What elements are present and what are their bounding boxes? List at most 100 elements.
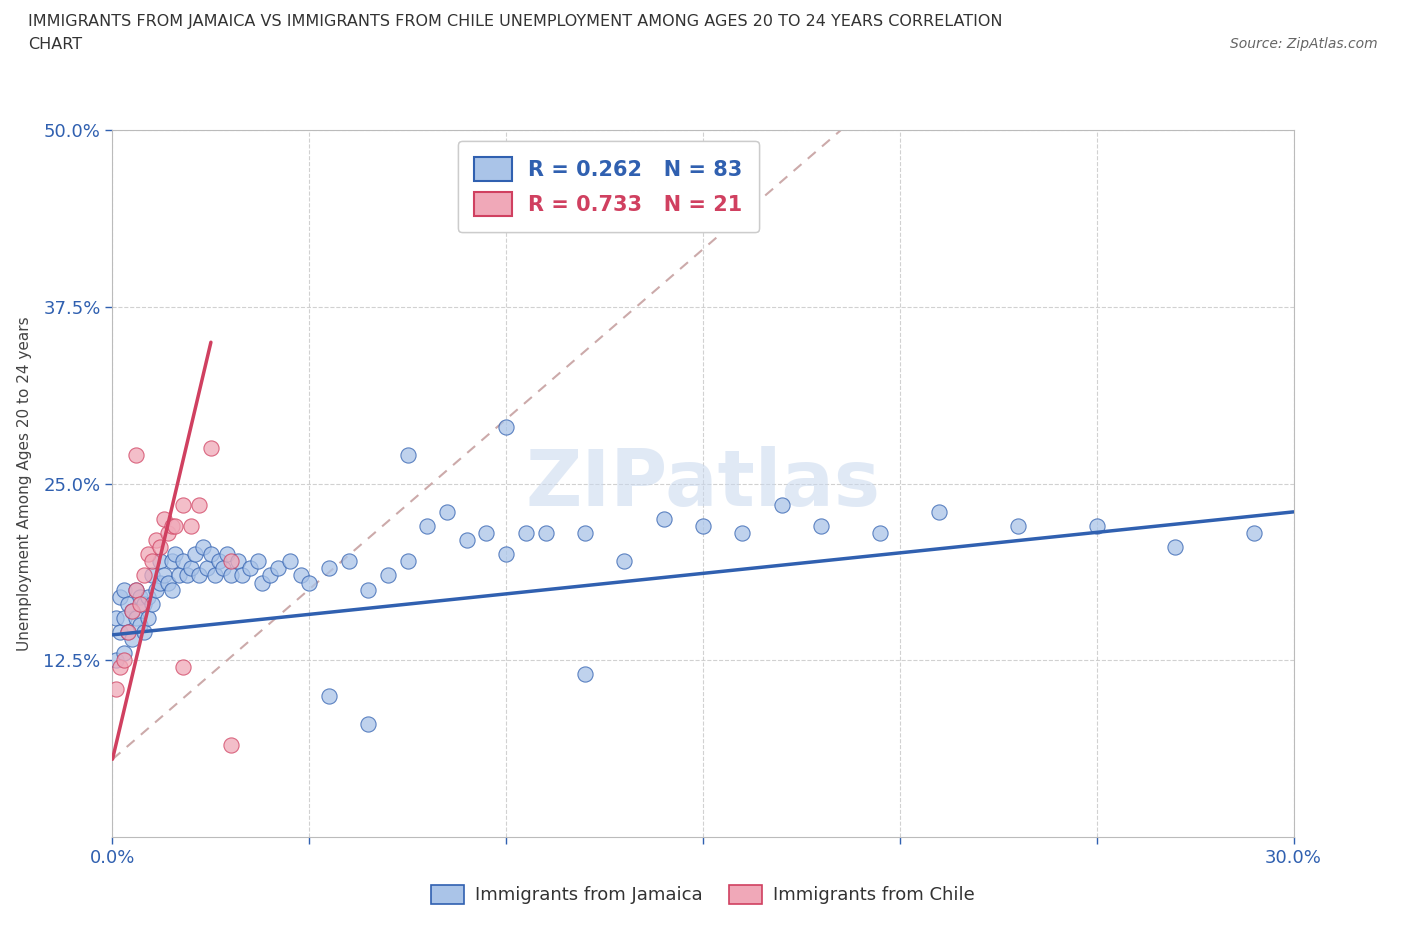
Point bbox=[141, 596, 163, 611]
Point bbox=[211, 561, 233, 576]
Point bbox=[357, 716, 380, 731]
Point bbox=[219, 568, 242, 583]
Point bbox=[132, 625, 155, 640]
Y-axis label: Unemployment Among Ages 20 to 24 years: Unemployment Among Ages 20 to 24 years bbox=[17, 316, 32, 651]
Point bbox=[200, 441, 222, 456]
Point bbox=[495, 419, 517, 434]
Point bbox=[436, 504, 458, 519]
Point bbox=[132, 596, 155, 611]
Point bbox=[125, 610, 148, 625]
Point bbox=[195, 561, 218, 576]
Point bbox=[247, 554, 270, 569]
Point bbox=[110, 625, 132, 640]
Point bbox=[396, 448, 419, 463]
Point bbox=[117, 596, 139, 611]
Point bbox=[219, 554, 242, 569]
Point bbox=[219, 737, 242, 752]
Point bbox=[1007, 519, 1029, 534]
Point bbox=[112, 610, 135, 625]
Point bbox=[200, 547, 222, 562]
Point bbox=[156, 575, 179, 590]
Point bbox=[136, 547, 159, 562]
Point bbox=[110, 660, 132, 675]
Point bbox=[290, 568, 312, 583]
Point bbox=[160, 582, 183, 597]
Point bbox=[250, 575, 273, 590]
Point bbox=[652, 512, 675, 526]
Point bbox=[145, 533, 167, 548]
Point bbox=[204, 568, 226, 583]
Point bbox=[121, 604, 143, 618]
Point bbox=[149, 539, 172, 554]
Point bbox=[337, 554, 360, 569]
Text: IMMIGRANTS FROM JAMAICA VS IMMIGRANTS FROM CHILE UNEMPLOYMENT AMONG AGES 20 TO 2: IMMIGRANTS FROM JAMAICA VS IMMIGRANTS FR… bbox=[28, 14, 1002, 29]
Point bbox=[149, 575, 172, 590]
Point bbox=[125, 582, 148, 597]
Point bbox=[105, 610, 128, 625]
Point bbox=[152, 512, 174, 526]
Point bbox=[184, 547, 207, 562]
Point bbox=[152, 568, 174, 583]
Point bbox=[136, 590, 159, 604]
Point bbox=[160, 554, 183, 569]
Point bbox=[259, 568, 281, 583]
Point bbox=[495, 547, 517, 562]
Point bbox=[105, 653, 128, 668]
Point bbox=[117, 625, 139, 640]
Point bbox=[180, 561, 202, 576]
Point bbox=[278, 554, 301, 569]
Point bbox=[810, 519, 832, 534]
Point bbox=[188, 568, 211, 583]
Text: ZIPatlas: ZIPatlas bbox=[526, 445, 880, 522]
Point bbox=[228, 554, 250, 569]
Point bbox=[129, 590, 152, 604]
Point bbox=[176, 568, 198, 583]
Point bbox=[267, 561, 290, 576]
Point bbox=[172, 498, 194, 512]
Point bbox=[574, 525, 596, 540]
Point bbox=[172, 554, 194, 569]
Point bbox=[770, 498, 793, 512]
Point bbox=[156, 525, 179, 540]
Point bbox=[141, 568, 163, 583]
Point bbox=[121, 631, 143, 646]
Point bbox=[180, 519, 202, 534]
Point bbox=[416, 519, 439, 534]
Point bbox=[172, 660, 194, 675]
Point bbox=[160, 519, 183, 534]
Point bbox=[1243, 525, 1265, 540]
Point bbox=[145, 582, 167, 597]
Point bbox=[574, 667, 596, 682]
Point bbox=[129, 618, 152, 632]
Point bbox=[239, 561, 262, 576]
Point bbox=[191, 539, 214, 554]
Point bbox=[112, 653, 135, 668]
Legend: R = 0.262   N = 83, R = 0.733   N = 21: R = 0.262 N = 83, R = 0.733 N = 21 bbox=[457, 140, 759, 232]
Point bbox=[731, 525, 754, 540]
Point bbox=[169, 568, 191, 583]
Point bbox=[1085, 519, 1108, 534]
Point bbox=[132, 568, 155, 583]
Point bbox=[456, 533, 478, 548]
Point bbox=[141, 554, 163, 569]
Legend: Immigrants from Jamaica, Immigrants from Chile: Immigrants from Jamaica, Immigrants from… bbox=[425, 878, 981, 911]
Point bbox=[149, 554, 172, 569]
Point bbox=[125, 448, 148, 463]
Point bbox=[112, 645, 135, 660]
Point bbox=[105, 681, 128, 696]
Point bbox=[692, 519, 714, 534]
Point bbox=[121, 604, 143, 618]
Point bbox=[112, 582, 135, 597]
Point bbox=[129, 596, 152, 611]
Point bbox=[928, 504, 950, 519]
Point bbox=[377, 568, 399, 583]
Point bbox=[515, 525, 537, 540]
Point bbox=[215, 547, 238, 562]
Point bbox=[188, 498, 211, 512]
Point bbox=[318, 561, 340, 576]
Point bbox=[475, 525, 498, 540]
Point bbox=[136, 610, 159, 625]
Point bbox=[208, 554, 231, 569]
Point bbox=[357, 582, 380, 597]
Point bbox=[117, 625, 139, 640]
